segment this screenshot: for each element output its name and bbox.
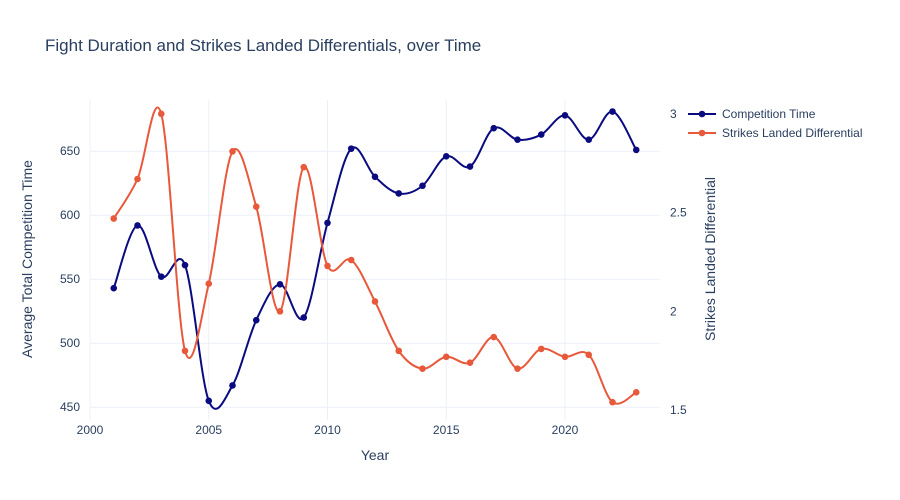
data-point[interactable] [585, 351, 593, 359]
legend-label: Strikes Landed Differential [722, 126, 863, 140]
data-point[interactable] [466, 163, 474, 170]
data-point[interactable] [371, 173, 379, 181]
data-point[interactable] [134, 222, 141, 229]
legend-marker [698, 110, 706, 118]
y-axis-title: Average Total Competition Time [19, 160, 35, 358]
data-point[interactable] [134, 175, 141, 183]
data-point[interactable] [537, 345, 545, 353]
legend[interactable]: Competition Time Strikes Landed Different… [688, 107, 863, 140]
data-point[interactable] [419, 365, 426, 372]
data-point[interactable] [205, 280, 213, 288]
data-point[interactable] [276, 308, 284, 315]
data-point[interactable] [324, 262, 331, 270]
data-point[interactable] [157, 110, 165, 118]
y2-axis-title: Strikes Landed Differential [702, 177, 718, 341]
data-point[interactable] [300, 314, 308, 321]
data-point[interactable] [110, 215, 118, 222]
y2-tick-label: 1.5 [670, 403, 687, 417]
x-tick-label: 2020 [552, 423, 579, 437]
data-point[interactable] [181, 347, 189, 355]
data-point[interactable] [395, 347, 403, 355]
legend-item[interactable]: Strikes Landed Differential [688, 126, 863, 140]
data-point[interactable] [561, 112, 569, 119]
series-line [112, 110, 638, 410]
data-point[interactable] [229, 148, 236, 155]
data-point[interactable] [632, 146, 640, 154]
chart-title: Fight Duration and Strikes Landed Differ… [45, 36, 481, 55]
data-point[interactable] [466, 359, 474, 367]
y2-axis-ticks: 1.5 2 2.5 3 [670, 107, 687, 417]
y-tick-label: 600 [60, 208, 80, 222]
data-point[interactable] [490, 333, 498, 341]
data-point[interactable] [252, 316, 260, 324]
legend-item[interactable]: Competition Time [688, 107, 816, 121]
data-point[interactable] [110, 284, 118, 292]
data-point[interactable] [181, 261, 189, 269]
data-point[interactable] [157, 273, 165, 280]
x-tick-label: 2005 [195, 423, 222, 437]
legend-label: Competition Time [722, 107, 816, 121]
data-point[interactable] [585, 136, 593, 143]
data-point[interactable] [537, 131, 545, 138]
y2-tick-label: 2.5 [670, 206, 687, 220]
data-point[interactable] [419, 182, 426, 190]
data-point[interactable] [347, 256, 355, 264]
series-line [112, 106, 637, 405]
y-axis-ticks: 450 500 550 600 650 [60, 144, 80, 414]
series-1 [110, 106, 640, 406]
data-point[interactable] [276, 281, 284, 288]
data-point[interactable] [514, 136, 521, 143]
plot-area [110, 106, 640, 410]
data-point[interactable] [300, 163, 308, 171]
x-axis-ticks: 2000 2005 2010 2015 2020 [77, 423, 579, 437]
gridlines [89, 100, 660, 420]
data-point[interactable] [252, 203, 260, 210]
data-point[interactable] [324, 219, 331, 227]
x-tick-label: 2000 [77, 423, 104, 437]
data-point[interactable] [442, 153, 450, 160]
data-point[interactable] [442, 353, 450, 361]
x-tick-label: 2015 [433, 423, 460, 437]
data-point[interactable] [371, 298, 379, 305]
y-tick-label: 650 [60, 144, 80, 158]
y2-tick-label: 2 [670, 304, 677, 318]
series-0 [110, 108, 640, 410]
x-axis-title: Year [361, 447, 390, 463]
y-tick-label: 550 [60, 272, 80, 286]
data-point[interactable] [609, 108, 616, 115]
data-point[interactable] [632, 389, 640, 396]
y-tick-label: 450 [60, 400, 80, 414]
y-tick-label: 500 [60, 336, 80, 350]
y2-tick-label: 3 [670, 107, 677, 121]
data-point[interactable] [395, 190, 403, 197]
data-point[interactable] [205, 397, 213, 405]
data-point[interactable] [609, 398, 616, 406]
data-point[interactable] [490, 124, 498, 132]
data-point[interactable] [561, 353, 569, 361]
data-point[interactable] [347, 145, 355, 152]
data-point[interactable] [229, 382, 236, 389]
data-point[interactable] [514, 365, 521, 372]
x-tick-label: 2010 [314, 423, 341, 437]
legend-marker [698, 129, 706, 137]
